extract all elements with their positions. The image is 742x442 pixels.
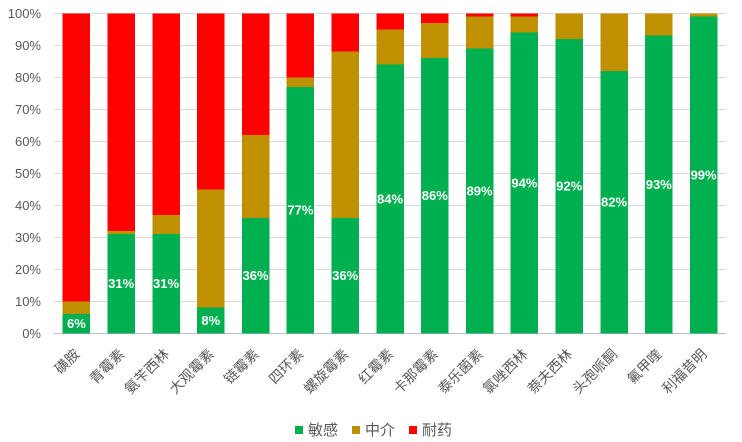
legend: 敏感 中介 耐药 <box>295 421 452 439</box>
bar-segment-resistant <box>152 13 180 215</box>
legend-item-resistant: 耐药 <box>409 421 452 439</box>
legend-label: 中介 <box>365 421 395 439</box>
data-label: 92% <box>556 179 582 194</box>
bar-segment-sensitive <box>197 307 225 334</box>
bar-segment-intermediate <box>107 230 135 235</box>
bar-segment-sensitive <box>600 70 628 334</box>
bar-segment-resistant <box>376 13 404 30</box>
bar-segment-intermediate <box>510 16 539 33</box>
bar-segment-sensitive <box>510 32 539 334</box>
data-label: 86% <box>422 188 448 203</box>
y-tick-label: 0% <box>22 326 41 341</box>
bar-segment-resistant <box>107 13 135 231</box>
bars <box>62 13 718 334</box>
data-label: 94% <box>511 175 537 190</box>
data-label: 99% <box>691 167 717 182</box>
data-label: 36% <box>332 268 358 283</box>
bar-segment-resistant <box>331 13 359 52</box>
bar-segment-intermediate <box>241 134 270 219</box>
bar-segment-intermediate <box>421 22 449 59</box>
bar-segment-intermediate <box>376 29 404 65</box>
bar-segment-sensitive <box>152 234 180 334</box>
bar-segment-intermediate <box>62 301 91 315</box>
data-label: 77% <box>287 203 313 218</box>
bar-segment-sensitive <box>689 16 718 334</box>
bar-segment-sensitive <box>241 218 270 334</box>
bar-segment-sensitive <box>421 58 449 334</box>
data-labels: 6% 31% 31% 8% 36% 77% 36% 84% 86% 89% 94% 92% 82% 93%… <box>67 167 717 331</box>
legend-item-intermediate: 中介 <box>352 421 395 439</box>
y-tick-label: 60% <box>15 134 41 149</box>
y-tick-label: 40% <box>15 198 41 213</box>
y-tick-label: 50% <box>15 166 41 181</box>
y-tick-label: 100% <box>8 6 42 21</box>
data-label: 8% <box>201 313 220 328</box>
bar-segment-sensitive <box>286 86 315 334</box>
legend-swatch <box>409 426 417 434</box>
bar-segment-sensitive <box>645 35 673 334</box>
bar-segment-intermediate <box>645 13 673 36</box>
bar-segment-resistant <box>510 13 539 17</box>
bar-segment-sensitive <box>331 218 359 334</box>
y-tick-label: 70% <box>15 102 41 117</box>
bar-segment-intermediate <box>465 16 494 49</box>
bar-segment-intermediate <box>286 77 315 87</box>
data-label: 6% <box>67 316 86 331</box>
bar-segment-resistant <box>465 13 494 17</box>
y-tick-label: 90% <box>15 38 41 53</box>
data-label: 31% <box>153 276 179 291</box>
y-tick-label: 30% <box>15 230 41 245</box>
data-label: 93% <box>646 177 672 192</box>
bar-segment-resistant <box>62 13 91 302</box>
bar-segment-intermediate <box>555 13 583 39</box>
bar-segment-resistant <box>421 13 449 23</box>
bar-segment-resistant <box>197 13 225 190</box>
bar-segment-sensitive <box>555 38 583 334</box>
data-label: 89% <box>467 183 493 198</box>
bar-segment-intermediate <box>689 13 718 17</box>
bar-segment-intermediate <box>197 189 225 308</box>
y-tick-label: 80% <box>15 70 41 85</box>
bar-segment-sensitive <box>107 234 135 334</box>
y-tick-label: 20% <box>15 262 41 277</box>
legend-swatch <box>352 426 360 434</box>
legend-label: 耐药 <box>422 421 452 439</box>
legend-swatch <box>295 426 303 434</box>
y-tick-label: 10% <box>15 294 41 309</box>
bar-segment-sensitive <box>62 314 91 334</box>
legend-label: 敏感 <box>308 421 338 439</box>
bar-segment-intermediate <box>600 13 628 71</box>
bar-segment-intermediate <box>331 51 359 219</box>
data-label: 84% <box>377 191 403 206</box>
bar-segment-resistant <box>286 13 315 78</box>
data-label: 36% <box>243 268 269 283</box>
bar-segment-sensitive <box>465 48 494 334</box>
data-label: 31% <box>108 276 134 291</box>
y-axis: 0% 10% 20% 30% 40% 50% 60% 70% 80% 90% 100% <box>8 6 42 341</box>
bar-segment-sensitive <box>376 64 404 334</box>
legend-item-sensitive: 敏感 <box>295 421 338 439</box>
bar-segment-intermediate <box>152 214 180 235</box>
bar-segment-resistant <box>241 13 270 135</box>
data-label: 82% <box>601 195 627 210</box>
